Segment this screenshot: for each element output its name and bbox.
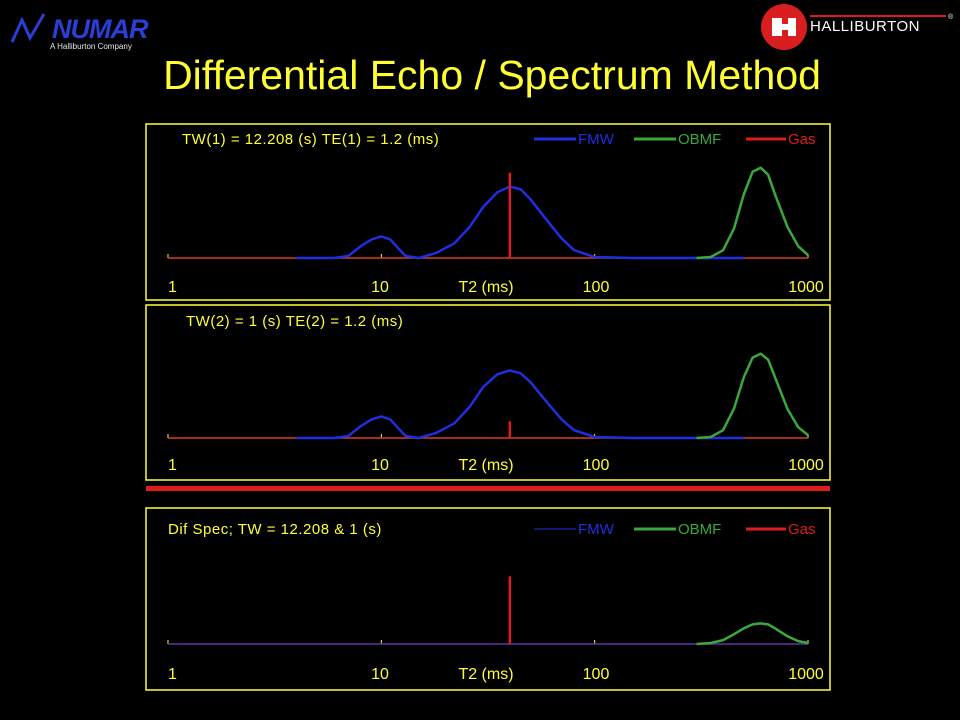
halliburton-logo: HALLIBURTON ® [758, 0, 958, 52]
halliburton-wordmark: HALLIBURTON [810, 18, 920, 35]
halliburton-emblem-icon [761, 4, 807, 50]
x-tick-label: 100 [583, 279, 610, 296]
legend: FMW OBMF Gas [534, 131, 816, 148]
chart-frame [145, 507, 831, 691]
series-line-fmw [296, 185, 744, 260]
x-tick-label: 1000 [788, 666, 824, 683]
chart-panel-2: TW(2) = 1 (s) TE(2) = 1.2 (ms) 1 10 T2 (ms)… [145, 304, 831, 481]
x-tick-label: 100 [583, 457, 610, 474]
chart-frame [145, 304, 831, 481]
chart-panel-1: TW(1) = 12.208 (s) TE(1) = 1.2 (ms) 1 10 T2… [145, 123, 831, 301]
series-line-obmf [696, 166, 809, 260]
legend-label-obmf: OBMF [678, 131, 721, 148]
legend-label-gas: Gas [788, 131, 816, 148]
legend-label-fmw: FMW [578, 521, 615, 538]
page-title: Differential Echo / Spectrum Method [163, 52, 821, 98]
halliburton-rule [810, 15, 946, 17]
chart-header-text: TW(2) = 1 (s) TE(2) = 1.2 (ms) [186, 313, 403, 330]
x-tick-label: 1 [168, 666, 177, 683]
numar-logo: NUMAR A Halliburton Company [10, 10, 148, 52]
chart-frame [145, 123, 831, 301]
x-tick-label: 100 [583, 666, 610, 683]
x-tick-label: 10 [371, 666, 389, 683]
series-line-obmf [696, 622, 809, 646]
x-tick-label: 1000 [788, 457, 824, 474]
x-tick-label: T2 (ms) [458, 666, 513, 683]
numar-tagline: A Halliburton Company [50, 42, 132, 51]
x-tick-label: 10 [371, 457, 389, 474]
x-tick-label: 1 [168, 279, 177, 296]
chart-header-text: TW(1) = 12.208 (s) TE(1) = 1.2 (ms) [182, 131, 439, 148]
chart-header-text: Dif Spec; TW = 12.208 & 1 (s) [168, 521, 382, 538]
legend: FMW OBMF Gas [534, 521, 816, 538]
x-tick-label: 10 [371, 279, 389, 296]
series-line-obmf [696, 352, 809, 440]
x-tick-label: T2 (ms) [458, 457, 513, 474]
chart-panel-3: Dif Spec; TW = 12.208 & 1 (s) 1 10 T2 (ms) 1… [145, 507, 831, 691]
separator-bar [146, 486, 830, 491]
halliburton-registered-mark: ® [948, 14, 954, 21]
numar-wordmark: NUMAR [52, 14, 148, 44]
legend-label-fmw: FMW [578, 131, 615, 148]
legend-label-gas: Gas [788, 521, 816, 538]
x-tick-label: T2 (ms) [458, 279, 513, 296]
series-line-fmw [296, 369, 744, 440]
x-tick-label: 1000 [788, 279, 824, 296]
x-tick-label: 1 [168, 457, 177, 474]
numar-swoosh-icon [10, 13, 46, 43]
legend-label-obmf: OBMF [678, 521, 721, 538]
